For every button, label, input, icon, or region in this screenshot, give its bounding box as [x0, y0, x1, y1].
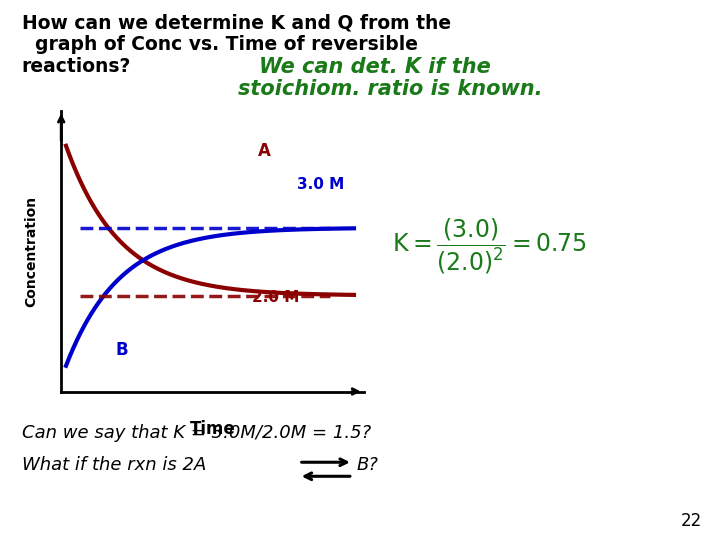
- Text: Time: Time: [189, 420, 235, 437]
- Text: B: B: [116, 341, 128, 359]
- Text: 2.0 M: 2.0 M: [252, 289, 299, 305]
- Text: A: A: [258, 141, 271, 160]
- Text: graph of Conc vs. Time of reversible: graph of Conc vs. Time of reversible: [22, 35, 418, 54]
- Text: $\mathrm{K} = \dfrac{(3.0)}{(2.0)^2} = 0.75$: $\mathrm{K} = \dfrac{(3.0)}{(2.0)^2} = 0…: [392, 216, 587, 275]
- Text: We can det. K if the: We can det. K if the: [259, 57, 491, 77]
- Text: What if the rxn is 2A: What if the rxn is 2A: [22, 456, 206, 474]
- Text: reactions?: reactions?: [22, 57, 131, 76]
- Text: 3.0 M: 3.0 M: [297, 177, 344, 192]
- Text: Concentration: Concentration: [24, 195, 38, 307]
- Text: Can we say that K = 3.0M/2.0M = 1.5?: Can we say that K = 3.0M/2.0M = 1.5?: [22, 424, 371, 442]
- Text: How can we determine K and Q from the: How can we determine K and Q from the: [22, 14, 451, 32]
- Text: 22: 22: [680, 512, 702, 530]
- Text: B?: B?: [356, 456, 378, 474]
- Text: stoichiom. ratio is known.: stoichiom. ratio is known.: [238, 79, 542, 99]
